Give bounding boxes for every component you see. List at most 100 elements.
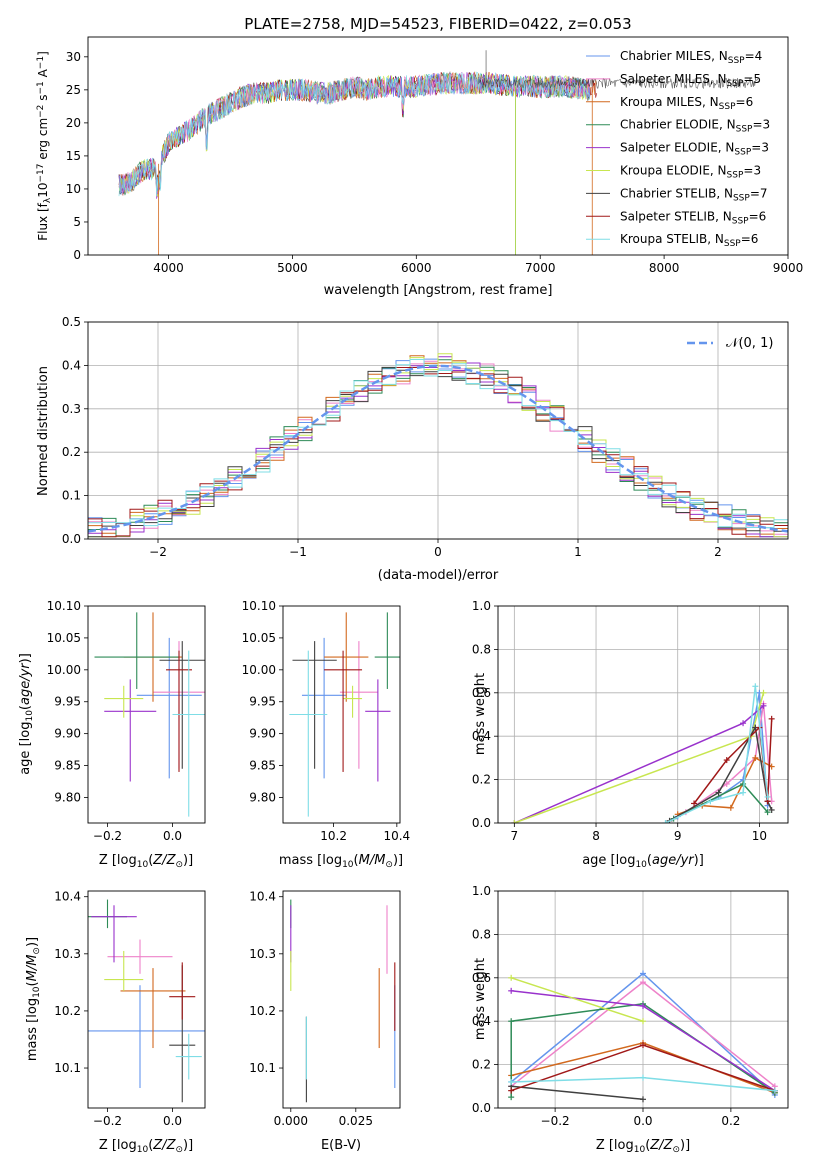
plot-area (511, 683, 775, 823)
legend-entry-part: Salpeter MILES, N (620, 72, 727, 86)
y-tick-label: 10.05 (242, 631, 276, 645)
y-tick-label: 30 (66, 50, 81, 64)
y-tick-label: 10.2 (54, 1004, 81, 1018)
y-axis-label-part: age/yr (18, 662, 33, 705)
x-axis-label: (data-model)/error (378, 568, 499, 583)
x-axis-label: Z [log10(Z/Z⊙)] (99, 1138, 193, 1155)
legend-entry: Salpeter STELIB, NSSP=6 (620, 209, 766, 226)
x-axis-label-part: 10 (635, 860, 647, 870)
y-axis-label: mass weight (473, 673, 488, 755)
y-axis-label: mass [log10(M/M⊙)] (25, 937, 42, 1061)
legend-entry-part: Chabrier STELIB, N (620, 186, 733, 200)
mass-vs-ebv-panel: 0.000 0.025 10.1 10.2 10.3 10.4 E(B-V) (249, 890, 401, 1153)
x-tick-label: 0.0 (633, 1114, 652, 1128)
y-axis-label-part: λ (43, 197, 53, 203)
x-axis-label-part: M/M (359, 853, 386, 868)
y-tick-label: 0.4 (62, 358, 81, 372)
legend-entry-part: Salpeter STELIB, N (620, 209, 732, 223)
y-tick-label: 0.0 (472, 816, 491, 830)
y-axis-label-part: Flux [f (36, 202, 50, 240)
x-tick-label: 10.4 (383, 829, 410, 843)
y-tick-label: 9.85 (54, 759, 81, 773)
x-tick-label: 2 (714, 545, 722, 559)
gaussian-curve (88, 364, 788, 533)
x-axis-label-part: 10 (634, 1145, 646, 1155)
x-axis-label: Z [log10(Z/Z⊙)] (596, 1138, 690, 1155)
y-tick-label: 9.90 (249, 727, 276, 741)
legend-entry-part: (0, 1) (738, 336, 773, 351)
x-axis-label-part: Z [log (99, 853, 137, 868)
y-axis-label-part: 10 (32, 986, 42, 998)
mass-weight-vs-metallicity-panel: −0.2 0.0 0.2 0.0 0.2 0.4 0.6 0.8 1.0 Z [log10(Z/Z… (472, 884, 789, 1155)
legend-entry: Chabrier ELODIE, NSSP=3 (620, 118, 770, 135)
x-axis-label-part: ⊙ (672, 1145, 680, 1155)
x-axis-label: mass [log10(M/M⊙)] (279, 853, 403, 870)
plot-frame (87, 321, 789, 540)
y-tick-label: 9.80 (249, 790, 276, 804)
plot-frame (87, 36, 789, 256)
y-axis-label-part: ( (25, 981, 40, 986)
x-axis-label-part: )] (393, 853, 403, 868)
y-tick-label: 0.0 (472, 1101, 491, 1115)
y-axis-label: Flux [fλ10−17 erg cm−2 s−1 A−1] (36, 51, 53, 241)
plot-frame (497, 605, 789, 824)
x-tick-label: 10.2 (320, 829, 347, 843)
y-tick-label: 0.1 (62, 489, 81, 503)
x-axis-label-part: )] (183, 1138, 193, 1153)
y-tick-label: 10.3 (54, 947, 81, 961)
y-tick-label: 25 (66, 83, 81, 97)
x-axis-label-part: Z/Z (152, 1138, 176, 1153)
x-axis-label-part: ( (148, 853, 153, 868)
x-tick-label: 0.0 (163, 829, 182, 843)
x-axis-label-part: ( (354, 853, 359, 868)
x-tick-label: −2 (149, 545, 167, 559)
y-tick-label: 0.8 (472, 927, 491, 941)
y-tick-label: 10.1 (249, 1061, 276, 1075)
x-tick-label: 0.2 (721, 1114, 740, 1128)
y-tick-label: 10.00 (242, 663, 276, 677)
plot-area (94, 612, 205, 817)
y-axis-label-part: mass [log (25, 998, 40, 1061)
legend-entry-part: SSP (736, 125, 753, 135)
x-axis-label-part: ( (148, 1138, 153, 1153)
x-axis-label-part: ( (647, 853, 652, 868)
x-axis-label-part: ( (645, 1138, 650, 1153)
y-axis-label-part: age [log (18, 722, 33, 775)
mass-weight-line (511, 1085, 644, 1101)
x-tick-label: 10 (752, 829, 767, 843)
legend-entry: Kroupa ELODIE, NSSP=3 (620, 164, 761, 181)
plot-frame (87, 890, 206, 1109)
legend-entry-part: SSP (727, 171, 744, 181)
legend-entry-part: Kroupa STELIB, N (620, 232, 724, 246)
legend-entry-part: =3 (751, 141, 769, 155)
x-tick-label: −1 (289, 545, 307, 559)
x-axis-label: age [log10(age/yr)] (582, 853, 704, 870)
plot-area (289, 612, 400, 817)
y-axis-label-part: −17 (36, 164, 46, 183)
x-axis-label-part: Z [log (596, 1138, 634, 1153)
legend-entry-part: Kroupa ELODIE, N (620, 164, 727, 178)
x-axis-label-part: )] (694, 853, 704, 868)
residuals-panel: −2 −1 0 1 2 0.0 0.1 0.2 0.3 0.4 0.5 (data-model)/er… (36, 315, 789, 583)
age-vs-mass-panel: 10.2 10.4 9.80 9.85 9.90 9.95 10.00 10.05 10.10 m… (242, 599, 411, 870)
legend-entry-part: SSP (733, 193, 750, 203)
x-tick-label: 0.000 (274, 1114, 308, 1128)
legend-entry-part: =6 (741, 232, 759, 246)
y-tick-label: 1.0 (472, 884, 491, 898)
plot-area (508, 970, 778, 1103)
legend-entry-part: =5 (743, 72, 761, 86)
y-tick-label: 15 (66, 149, 81, 163)
plot-area (118, 50, 759, 255)
y-tick-label: 0.4 (472, 729, 491, 743)
x-axis-label-part: age [log (582, 853, 635, 868)
y-axis-label: Normed distribution (36, 366, 51, 496)
mass-vs-metallicity-panel: −0.2 0.010.110.210.310.4Z [log10(Z/Z⊙)]ma… (25, 890, 206, 1155)
x-axis-label-part: 10 (342, 860, 354, 870)
legend-entry-part: 𝒩 (726, 336, 741, 351)
mass-weight-line (665, 686, 769, 823)
x-axis-label-part: )] (680, 1138, 690, 1153)
y-axis-label-part: erg cm (36, 118, 50, 164)
y-tick-label: 10.10 (47, 599, 81, 613)
legend-entry: 𝒩(0, 1) (726, 336, 773, 351)
